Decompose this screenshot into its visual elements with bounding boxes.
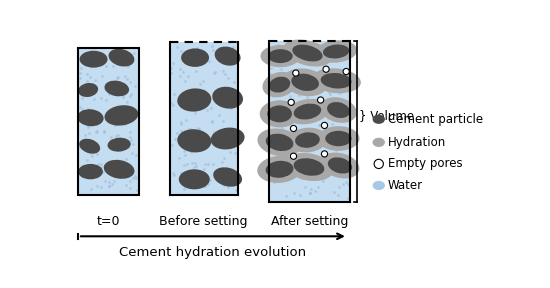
Text: Cement particle: Cement particle: [388, 113, 483, 126]
Ellipse shape: [108, 49, 134, 67]
Ellipse shape: [104, 105, 139, 126]
Ellipse shape: [311, 68, 361, 93]
Ellipse shape: [104, 160, 134, 179]
Circle shape: [374, 159, 383, 168]
Circle shape: [321, 122, 328, 128]
Ellipse shape: [212, 87, 243, 109]
Ellipse shape: [294, 158, 324, 176]
Ellipse shape: [325, 131, 351, 146]
Ellipse shape: [295, 132, 320, 148]
Circle shape: [288, 99, 294, 105]
Text: After setting: After setting: [271, 215, 348, 228]
Ellipse shape: [268, 49, 293, 63]
Ellipse shape: [257, 128, 301, 156]
Circle shape: [323, 66, 329, 72]
Ellipse shape: [78, 109, 103, 126]
Text: Before setting: Before setting: [160, 215, 248, 228]
Circle shape: [317, 97, 324, 103]
Ellipse shape: [266, 161, 294, 178]
Ellipse shape: [317, 126, 360, 151]
Ellipse shape: [80, 51, 107, 68]
Ellipse shape: [79, 139, 100, 154]
Ellipse shape: [179, 169, 210, 189]
Ellipse shape: [321, 73, 351, 88]
Ellipse shape: [372, 138, 385, 147]
Ellipse shape: [327, 102, 350, 118]
Text: Cement hydration evolution: Cement hydration evolution: [119, 246, 306, 259]
Ellipse shape: [288, 128, 327, 152]
Ellipse shape: [104, 81, 129, 96]
Ellipse shape: [294, 104, 321, 120]
Ellipse shape: [293, 45, 322, 61]
Ellipse shape: [266, 134, 293, 151]
Ellipse shape: [78, 164, 103, 179]
Bar: [269, 41, 350, 202]
Ellipse shape: [262, 72, 296, 97]
Bar: [78, 48, 139, 195]
Ellipse shape: [78, 83, 98, 97]
Ellipse shape: [108, 138, 131, 152]
Ellipse shape: [372, 115, 385, 124]
Ellipse shape: [269, 77, 290, 92]
Bar: [169, 42, 238, 195]
Ellipse shape: [321, 153, 360, 178]
Ellipse shape: [284, 153, 333, 181]
Ellipse shape: [261, 45, 300, 67]
Circle shape: [343, 69, 349, 75]
Ellipse shape: [323, 45, 349, 58]
Ellipse shape: [177, 129, 211, 152]
Ellipse shape: [257, 156, 302, 183]
Circle shape: [290, 153, 296, 159]
Text: } Volume: } Volume: [359, 109, 415, 122]
Ellipse shape: [181, 48, 209, 67]
Text: t=0: t=0: [97, 215, 120, 228]
Text: Hydration: Hydration: [388, 136, 446, 149]
Ellipse shape: [283, 39, 332, 67]
Ellipse shape: [267, 105, 292, 122]
Ellipse shape: [213, 167, 242, 187]
Ellipse shape: [283, 69, 327, 96]
Circle shape: [321, 151, 328, 157]
Ellipse shape: [260, 100, 299, 127]
Ellipse shape: [214, 47, 240, 66]
Ellipse shape: [292, 74, 319, 91]
Ellipse shape: [315, 40, 357, 63]
Ellipse shape: [211, 128, 245, 149]
Text: Empty pores: Empty pores: [388, 158, 463, 170]
Circle shape: [290, 125, 296, 132]
Text: Water: Water: [388, 179, 423, 192]
Ellipse shape: [177, 88, 211, 112]
Circle shape: [293, 70, 299, 76]
Ellipse shape: [328, 157, 352, 174]
Ellipse shape: [285, 99, 329, 124]
Ellipse shape: [320, 97, 357, 123]
Ellipse shape: [372, 181, 385, 190]
Bar: [78, 48, 139, 195]
